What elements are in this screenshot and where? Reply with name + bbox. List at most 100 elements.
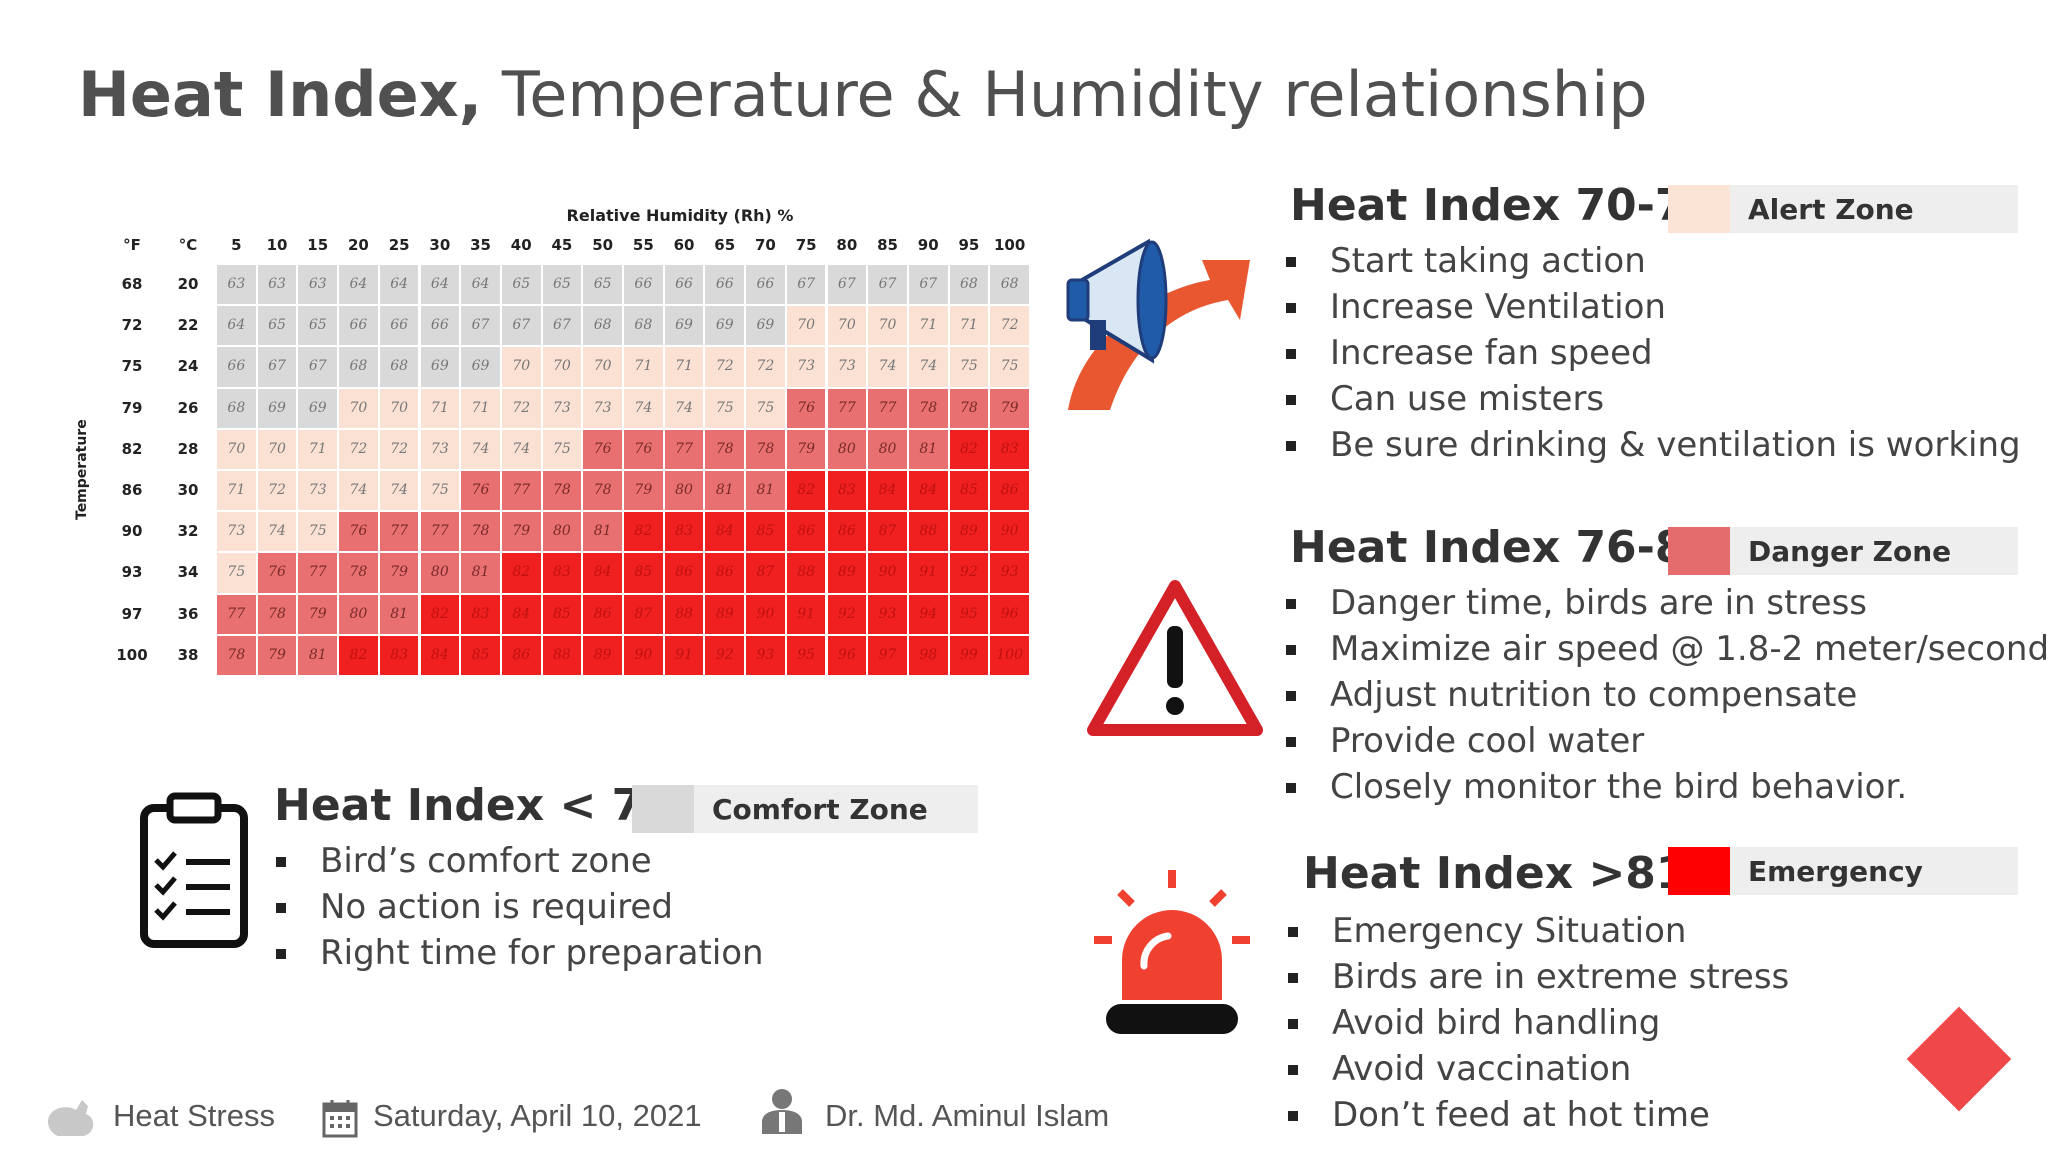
heat-index-cell: 80 [867,428,908,470]
heat-index-cell: 73 [419,428,461,470]
heat-index-cell: 67 [785,264,827,306]
heat-index-cell: 83 [460,593,501,635]
heat-index-cell: 85 [460,634,501,676]
heat-index-cell: 71 [419,387,461,429]
heat-index-cell: 66 [378,305,420,347]
heat-index-cell: 76 [256,552,298,594]
heat-index-cell: 66 [704,264,746,306]
heat-index-cell: 78 [907,387,949,429]
rh-header: 65 [714,236,736,254]
f-header: °F [123,236,141,254]
heat-index-cell: 66 [745,264,786,306]
heat-index-cell: 84 [582,552,623,594]
heat-index-cell: 69 [745,305,786,347]
heat-index-cell: 70 [826,305,868,347]
heat-index-cell: 82 [948,428,990,470]
heat-index-cell: 81 [460,552,501,594]
heat-index-cell: 71 [460,387,501,429]
emergency-zone-swatch [1668,847,1730,895]
heat-index-cell: 64 [216,305,257,347]
danger-bullet-0: Danger time, birds are in stress [1284,580,2048,626]
heat-index-cell: 88 [541,634,583,676]
heat-index-cell: 78 [216,634,257,676]
heat-index-cell: 67 [541,305,583,347]
row-label-f: 97 [121,604,143,623]
heat-index-cell: 69 [663,305,705,347]
alert-zone-title: Heat Index 70-75 [1290,180,1717,231]
danger-bullet-1: Maximize air speed @ 1.8-2 meter/second [1284,626,2048,672]
heat-index-cell: 98 [907,634,949,676]
heat-index-cell: 88 [785,552,827,594]
heat-index-cell: 70 [338,387,379,429]
heat-index-cell: 79 [378,552,420,594]
heat-index-cell: 64 [378,264,420,306]
heat-index-cell: 66 [419,305,461,347]
heat-index-cell: 85 [623,552,664,594]
alert-zone-actions: Start taking action Increase Ventilation I… [1284,238,2021,468]
alert-zone-tag: Alert Zone [1730,185,2018,233]
emergency-bullet-4: Don’t feed at hot time [1286,1092,1789,1138]
danger-zone-actions: Danger time, birds are in stress Maximize… [1284,580,2048,810]
heat-index-cell: 77 [826,387,868,429]
footer-topic: Heat Stress [113,1098,275,1133]
heat-index-cell: 86 [500,634,542,676]
emergency-bullet-3: Avoid vaccination [1286,1046,1789,1092]
heat-index-cell: 75 [541,428,583,470]
siren-icon [1094,870,1250,1034]
heat-index-cell: 90 [745,593,786,635]
heat-index-cell: 66 [338,305,379,347]
heat-index-cell: 82 [785,470,827,512]
heat-index-cell: 73 [582,387,623,429]
heat-index-cell: 86 [785,511,827,553]
heat-index-cell: 75 [297,511,339,553]
heat-index-cell: 66 [623,264,664,306]
c-header: °C [178,236,198,254]
heat-index-cell: 73 [297,470,339,512]
row-label-f: 86 [121,481,143,499]
heat-index-cell: 68 [948,264,990,306]
heat-index-cell: 86 [826,511,868,553]
heat-index-cell: 89 [826,552,868,594]
emergency-zone-actions: Emergency Situation Birds are in extreme … [1286,908,1789,1138]
heat-index-cell: 81 [297,634,339,676]
heat-index-cell: 67 [867,264,908,306]
heat-index-cell: 95 [785,634,827,676]
heat-index-cell: 92 [826,593,868,635]
decorative-diamond [1906,1006,2012,1112]
heat-index-cell: 92 [704,634,746,676]
heat-index-cell: 69 [297,387,339,429]
heat-index-cell: 91 [907,552,949,594]
heat-index-cell: 71 [623,346,664,388]
temperature-axis-label: Temperature [74,419,90,520]
heat-index-cell: 95 [948,593,990,635]
heat-index-cell: 88 [663,593,705,635]
comfort-zone-actions: Bird’s comfort zone No action is required… [274,838,764,976]
heat-index-cell: 72 [500,387,542,429]
heat-index-cell: 79 [500,511,542,553]
heat-index-cell: 83 [663,511,705,553]
heat-index-cell: 68 [582,305,623,347]
title-rest: Temperature & Humidity relationship [501,58,1648,131]
heat-index-cell: 86 [704,552,746,594]
heat-index-cell: 90 [623,634,664,676]
heat-index-table: Relative Humidity (Rh) % °F °C 5 10 15 20 25 30… [110,206,1030,678]
heat-index-cell: 74 [378,470,420,512]
heat-index-cell: 93 [867,593,908,635]
heat-index-cell: 81 [378,593,420,635]
comfort-zone-title: Heat Index < 70 [274,780,673,831]
heat-index-cell: 65 [500,264,542,306]
heat-index-cell: 83 [989,428,1030,470]
heat-index-cell: 70 [867,305,908,347]
heat-index-cell: 67 [256,346,298,388]
heat-index-cell: 84 [500,593,542,635]
heat-index-cell: 80 [338,593,379,635]
danger-bullet-4: Closely monitor the bird behavior. [1284,764,2048,810]
heat-index-cell: 80 [419,552,461,594]
row-label-f: 93 [121,563,143,582]
heat-index-cell: 81 [704,470,746,512]
row-label-c: 26 [177,398,199,417]
warning-triangle-icon [1087,580,1263,736]
heat-index-cell: 83 [541,552,583,594]
emergency-zone-title: Heat Index >81 [1303,848,1687,899]
heat-index-cell: 79 [785,428,827,470]
